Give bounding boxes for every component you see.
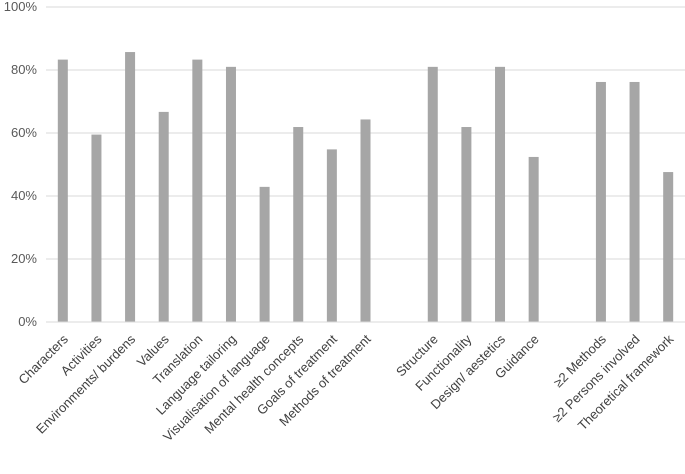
bar [595,81,606,322]
bars [57,52,674,323]
bar [293,127,304,322]
bar [259,186,270,322]
x-tick-label: Characters [15,331,71,387]
bar [91,134,102,322]
bar [192,59,203,322]
bar [461,127,472,322]
y-axis-ticks: 0% 20% 40% 60% 80% 100% [4,0,38,329]
bar [495,66,506,322]
y-tick-label: 20% [11,251,37,266]
y-tick-label: 0% [18,314,37,329]
bar [528,156,539,322]
y-tick-label: 80% [11,62,37,77]
bar [360,119,371,322]
bar [225,66,236,322]
y-tick-label: 40% [11,188,37,203]
bar [427,66,438,322]
y-tick-label: 60% [11,125,37,140]
bar [57,59,68,322]
bar [158,111,169,323]
bar [125,52,136,323]
bar [326,149,337,322]
bar [663,172,674,322]
y-tick-label: 100% [4,0,38,14]
bar [629,81,640,322]
